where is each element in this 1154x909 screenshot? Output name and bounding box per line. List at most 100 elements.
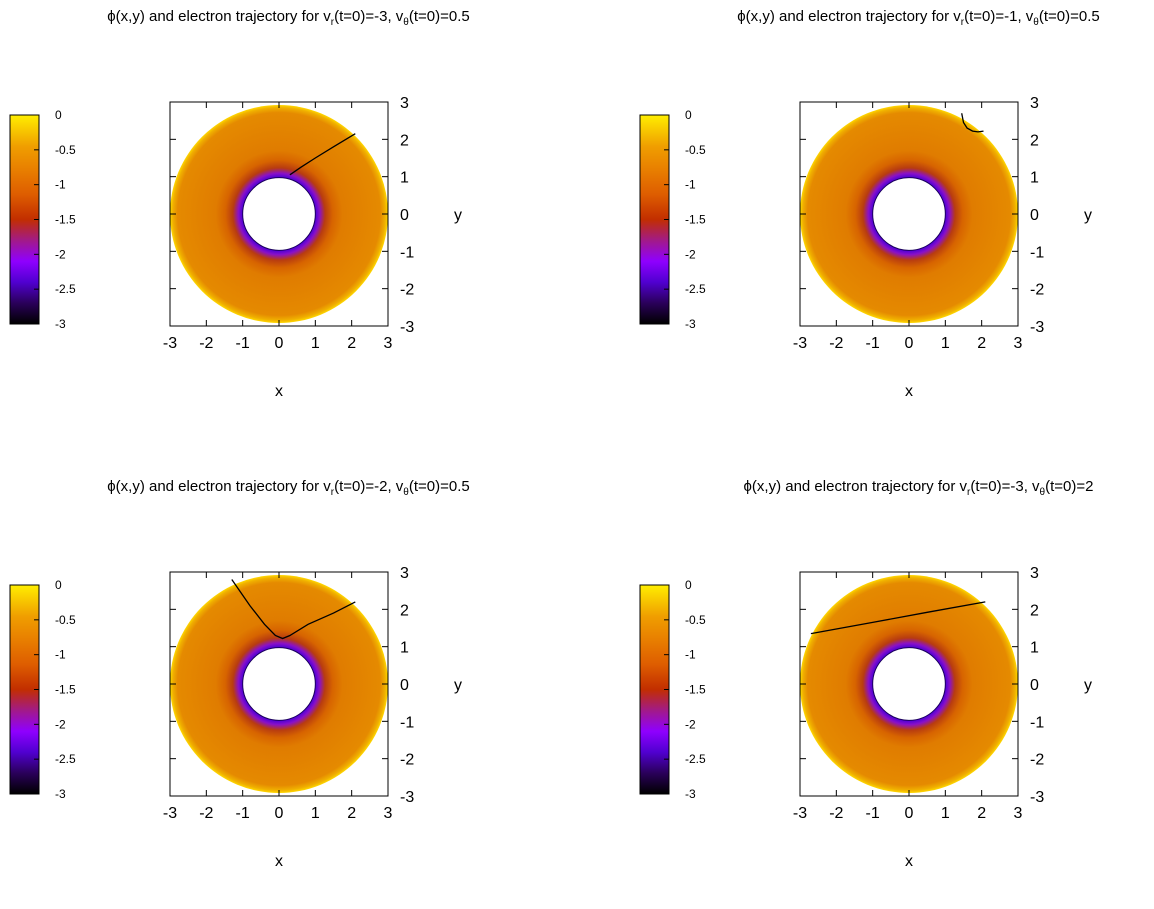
chart-title-sub2: θ	[403, 17, 409, 28]
chart-title-mid: (t=0)=-3, v	[970, 478, 1040, 495]
y-tick-label: 1	[1030, 640, 1039, 657]
chart-title-sub1: r	[967, 487, 971, 498]
inner-hole	[242, 647, 316, 721]
x-tick-label: 2	[977, 805, 986, 822]
colorbar-tick-label: -2	[55, 247, 66, 261]
colorbar-tick-label: -1.5	[55, 683, 76, 697]
colorbar-tick-label: -2.5	[55, 752, 76, 766]
x-tick-label: 0	[905, 335, 914, 352]
x-tick-label: 1	[311, 805, 320, 822]
y-tick-label: -1	[400, 244, 414, 261]
x-axis-label: x	[905, 853, 913, 870]
y-tick-label: -2	[400, 282, 414, 299]
chart-title-prefix: ϕ(x,y) and electron trajectory for v	[107, 478, 331, 495]
chart-title-mid: (t=0)=-1, v	[964, 8, 1034, 25]
x-tick-label: -2	[829, 335, 843, 352]
colorbar-tick-label: -0.5	[685, 613, 706, 627]
x-tick-label: -3	[793, 335, 807, 352]
colorbar-tick-label: -0.5	[55, 613, 76, 627]
y-tick-label: 2	[1030, 132, 1039, 149]
y-axis-label: y	[454, 677, 462, 694]
x-tick-label: 3	[384, 335, 393, 352]
colorbar-tick-label: -2	[685, 247, 696, 261]
colorbar-tick-label: -3	[55, 787, 66, 801]
electron-trajectory	[961, 113, 984, 133]
x-tick-label: 3	[1014, 805, 1023, 822]
y-tick-label: 2	[1030, 602, 1039, 619]
colorbar-tick-label: 0	[685, 578, 692, 592]
chart-title-sub1: r	[330, 487, 335, 498]
chart-panel: ϕ(x,y) and electron trajectory for vr(t=…	[0, 0, 577, 439]
y-tick-label: 3	[400, 95, 409, 112]
chart-title-prefix: ϕ(x,y) and electron trajectory for v	[737, 8, 961, 25]
y-tick-label: -3	[1030, 319, 1044, 336]
inner-hole	[872, 647, 946, 721]
chart-title-sub1: r	[960, 17, 965, 28]
chart-title: ϕ(x,y) and electron trajectory for vr(t=…	[0, 478, 577, 498]
y-tick-label: 2	[400, 602, 409, 619]
y-tick-label: 3	[400, 565, 409, 582]
colorbar-tick-label: 0	[55, 578, 62, 592]
y-tick-label: -3	[400, 319, 414, 336]
x-tick-label: -3	[793, 805, 807, 822]
colorbar-tick-label: -1	[685, 648, 696, 662]
y-tick-label: -1	[1030, 244, 1044, 261]
electron-trajectory	[289, 133, 356, 176]
chart-svg: 0 -0.5 -1 -1.5 -2 -2.5 -3 -3 -2 -1 0 1 2 3 3 2 1 0 -1 -2 -3 x…	[9, 565, 462, 870]
y-axis-label: y	[454, 207, 462, 224]
chart-panel: ϕ(x,y) and electron trajectory for vr(t=…	[630, 0, 1154, 439]
colorbar-tick-label: -3	[685, 787, 696, 801]
y-tick-label: 1	[400, 170, 409, 187]
chart-title-prefix: ϕ(x,y) and electron trajectory for v	[107, 8, 331, 25]
y-tick-label: 1	[1030, 170, 1039, 187]
colorbar-tick-label: 0	[55, 108, 62, 122]
colorbar-tick-label: -2	[685, 717, 696, 731]
y-tick-label: 3	[1030, 565, 1039, 582]
x-tick-label: 0	[275, 805, 284, 822]
x-tick-label: -1	[236, 805, 250, 822]
chart-svg: 0 -0.5 -1 -1.5 -2 -2.5 -3 -3 -2 -1 0 1 2 3 3 2 1 0 -1 -2 -3 x…	[639, 565, 1092, 870]
colorbar-tick-label: -1	[685, 178, 696, 192]
chart-title: ϕ(x,y) and electron trajectory for vr(t=…	[630, 8, 1154, 28]
y-axis-label: y	[1084, 677, 1092, 694]
x-tick-label: -1	[866, 805, 880, 822]
chart-title-prefix: ϕ(x,y) and electron trajectory for v	[743, 478, 967, 495]
chart-title-sub1: r	[330, 17, 335, 28]
chart-svg: 0 -0.5 -1 -1.5 -2 -2.5 -3 -3 -2 -1 0 1 2 3 3 2 1 0 -1 -2 -3 x…	[639, 95, 1092, 400]
chart-title-suffix: (t=0)=0.5	[1038, 8, 1100, 25]
y-tick-label: -2	[1030, 752, 1044, 769]
colorbar-tick-label: 0	[685, 108, 692, 122]
colorbar-tick-label: -2	[55, 717, 66, 731]
x-tick-label: -3	[163, 805, 177, 822]
chart-title-suffix: (t=0)=2	[1045, 478, 1094, 495]
x-tick-label: -2	[829, 805, 843, 822]
y-tick-label: -3	[1030, 789, 1044, 806]
x-axis-label: x	[905, 383, 913, 400]
chart-svg: 0 -0.5 -1 -1.5 -2 -2.5 -3 -3 -2 -1 0 1 2 3 3 2 1 0 -1 -2 -3 x…	[9, 95, 462, 400]
colorbar-tick-label: -2.5	[55, 282, 76, 296]
colorbar-tick-label: -1.5	[685, 213, 706, 227]
chart-title-sub2: θ	[403, 487, 409, 498]
y-tick-label: -1	[1030, 714, 1044, 731]
x-tick-label: 0	[905, 805, 914, 822]
inner-hole	[872, 177, 946, 251]
x-tick-label: 0	[275, 335, 284, 352]
y-tick-label: 3	[1030, 95, 1039, 112]
x-tick-label: 2	[347, 335, 356, 352]
electron-trajectory	[810, 601, 986, 635]
x-tick-label: -1	[236, 335, 250, 352]
x-tick-label: 1	[941, 335, 950, 352]
y-tick-label: -3	[400, 789, 414, 806]
y-axis-label: y	[1084, 207, 1092, 224]
colorbar-tick-label: -1.5	[55, 213, 76, 227]
x-tick-label: 3	[1014, 335, 1023, 352]
chart-title-suffix: (t=0)=0.5	[408, 8, 470, 25]
x-tick-label: -1	[866, 335, 880, 352]
x-tick-label: 2	[347, 805, 356, 822]
y-tick-label: 0	[1030, 207, 1039, 224]
x-tick-label: -2	[199, 805, 213, 822]
x-tick-label: 3	[384, 805, 393, 822]
y-tick-label: -1	[400, 714, 414, 731]
colorbar-tick-label: -1	[55, 178, 66, 192]
chart-title-mid: (t=0)=-3, v	[334, 8, 404, 25]
